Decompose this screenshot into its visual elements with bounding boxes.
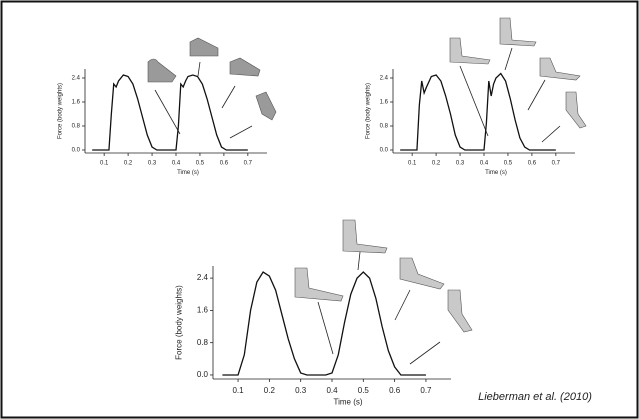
x-tick-label: 0.2 xyxy=(124,161,133,167)
foot-illustrations xyxy=(147,17,587,333)
arrow xyxy=(409,341,441,365)
x-tick-label: 0.2 xyxy=(432,161,441,167)
x-tick-label: 0.7 xyxy=(420,386,432,395)
y-tick-label: 2.4 xyxy=(197,273,209,282)
arrow xyxy=(541,125,561,143)
foot xyxy=(447,289,473,333)
x-tick-label: 0.1 xyxy=(232,386,244,395)
y-tick-label: 0.0 xyxy=(72,148,81,154)
foot xyxy=(539,57,581,81)
foot xyxy=(399,257,445,290)
arrow xyxy=(221,85,236,109)
x-tick-label: 0.1 xyxy=(100,161,109,167)
x-tick-label: 0.4 xyxy=(480,161,489,167)
arrow xyxy=(197,61,201,77)
citation: Lieberman et al. (2010) xyxy=(478,391,592,403)
arrows xyxy=(154,47,561,365)
arrow xyxy=(504,47,513,71)
y-tick-label: 1.6 xyxy=(72,100,81,106)
arrow xyxy=(154,89,181,135)
shoe xyxy=(189,37,219,57)
foot xyxy=(499,17,537,47)
y-axis-label: Force (body weights) xyxy=(365,83,371,139)
x-tick-label: 0.6 xyxy=(389,386,401,395)
y-tick-label: 0.8 xyxy=(380,124,389,130)
y-tick-label: 0.0 xyxy=(197,370,209,379)
x-tick-label: 0.7 xyxy=(244,161,253,167)
x-axis-label: Time (s) xyxy=(333,398,362,407)
foot xyxy=(565,91,587,129)
x-tick-label: 0.7 xyxy=(552,161,561,167)
y-tick-label: 0.0 xyxy=(380,148,389,154)
arrow xyxy=(527,79,546,111)
x-tick-label: 0.4 xyxy=(172,161,181,167)
y-tick-label: 2.4 xyxy=(380,76,389,82)
force-curve xyxy=(400,72,556,151)
shoe xyxy=(229,57,261,77)
foot xyxy=(449,37,491,65)
foot xyxy=(294,267,344,302)
x-tick-label: 0.5 xyxy=(504,161,513,167)
y-tick-label: 1.6 xyxy=(380,100,389,106)
arrow xyxy=(317,301,334,355)
x-tick-label: 0.5 xyxy=(358,386,370,395)
x-tick-label: 0.3 xyxy=(295,386,307,395)
arrow xyxy=(229,125,253,139)
x-axis-label: Time (s) xyxy=(177,170,199,176)
y-axis-label: Force (body weights) xyxy=(57,83,63,139)
shoe xyxy=(147,58,177,83)
y-tick-label: 0.8 xyxy=(72,124,81,130)
x-tick-label: 0.6 xyxy=(220,161,229,167)
x-tick-label: 0.1 xyxy=(408,161,417,167)
y-tick-label: 1.6 xyxy=(197,306,209,315)
x-tick-label: 0.5 xyxy=(196,161,205,167)
shoe xyxy=(255,91,277,121)
x-axis-label: Time (s) xyxy=(485,170,507,176)
y-tick-label: 0.8 xyxy=(197,338,209,347)
force-curve xyxy=(92,74,248,151)
arrow xyxy=(459,65,489,137)
y-tick-label: 2.4 xyxy=(72,76,81,82)
foot xyxy=(342,219,388,254)
y-axis-label: Force (body weights) xyxy=(175,285,184,360)
x-tick-label: 0.3 xyxy=(456,161,465,167)
x-tick-label: 0.2 xyxy=(264,386,276,395)
force-curve xyxy=(222,271,426,376)
x-tick-label: 0.6 xyxy=(528,161,537,167)
arrow xyxy=(357,251,361,271)
arrow xyxy=(394,289,411,321)
x-tick-label: 0.4 xyxy=(326,386,338,395)
x-tick-label: 0.3 xyxy=(148,161,157,167)
